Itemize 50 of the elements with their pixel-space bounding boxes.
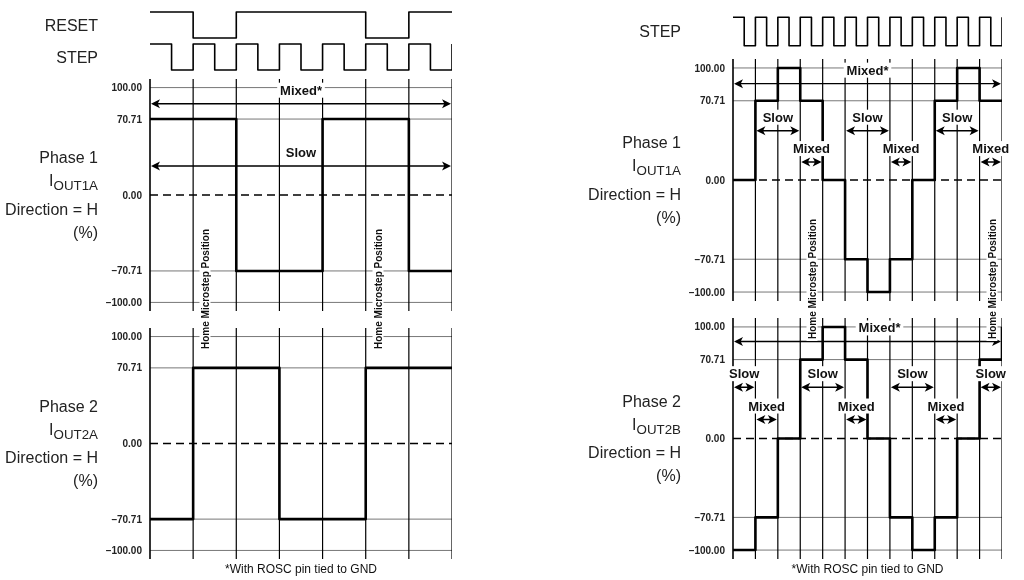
annotation: Mixed [748, 398, 786, 414]
y-tick-label: 70.71 [699, 95, 726, 107]
y-tick-label: 0.00 [122, 438, 143, 450]
y-axis-title: Phase 2 I$_{OUT2B}$ Direction = H (%) [588, 391, 681, 487]
annotation: Mixed [793, 141, 830, 157]
annotation: Slow [729, 366, 761, 382]
text: *With ROSC pin tied to GND [223, 562, 378, 576]
y-tick-label: –100.00 [688, 286, 726, 298]
y-tick-label: 100.00 [694, 321, 726, 333]
y-tick-label: 0.00 [705, 174, 726, 186]
annotation: Home Microstep Position [806, 216, 818, 342]
y-tick-label: 0.00 [705, 433, 726, 445]
annotation: Mixed* [280, 82, 323, 98]
annotation: Slow [285, 145, 318, 160]
y-tick-label: 100.00 [111, 82, 143, 94]
y-axis-title: STEP [56, 47, 98, 68]
annotation: Slow [897, 366, 929, 382]
annotation: Slow [941, 109, 974, 125]
y-axis-title: STEP [639, 22, 681, 42]
y-axis-title: Phase 1 I$_{OUT1A}$ Direction = H (%) [588, 133, 681, 228]
y-axis-title: Phase 1 I$_{OUT1A}$ Direction = H (%) [5, 148, 98, 243]
annotation: Mixed* [858, 320, 902, 336]
annotation: Mixed [882, 141, 920, 157]
y-tick-label: –70.71 [694, 511, 726, 523]
y-tick-label: 100.00 [694, 62, 726, 74]
annotation: Mixed [927, 398, 965, 414]
y-tick-label: 100.00 [111, 331, 143, 343]
annotation: Home Microstep Position [986, 216, 998, 342]
y-tick-label: 70.71 [116, 362, 143, 374]
y-axis-title: RESET [44, 15, 98, 36]
y-tick-label: –100.00 [688, 544, 726, 556]
y-tick-label: –70.71 [694, 253, 726, 265]
annotation: Slow [975, 366, 1007, 382]
annotation: Mixed [972, 141, 1010, 157]
y-tick-label: 0.00 [122, 189, 143, 201]
y-tick-label: –100.00 [105, 296, 143, 308]
annotation: Slow [762, 109, 794, 125]
y-tick-label: –100.00 [105, 544, 143, 556]
annotation: Home Microstep Position [372, 226, 384, 352]
y-tick-label: 70.71 [116, 113, 143, 125]
annotation: Home Microstep Position [199, 226, 211, 352]
annotation: Slow [807, 366, 839, 382]
annotation: Mixed [837, 398, 875, 414]
y-tick-label: –70.71 [111, 265, 143, 277]
annotation: Mixed* [846, 62, 890, 78]
y-tick-label: 70.71 [699, 354, 726, 366]
y-tick-label: –70.71 [111, 513, 143, 525]
text: *With ROSC pin tied to GND [790, 562, 945, 576]
annotation: Slow [852, 109, 884, 125]
y-axis-title: Phase 2 I$_{OUT2A}$ Direction = H (%) [5, 396, 98, 492]
